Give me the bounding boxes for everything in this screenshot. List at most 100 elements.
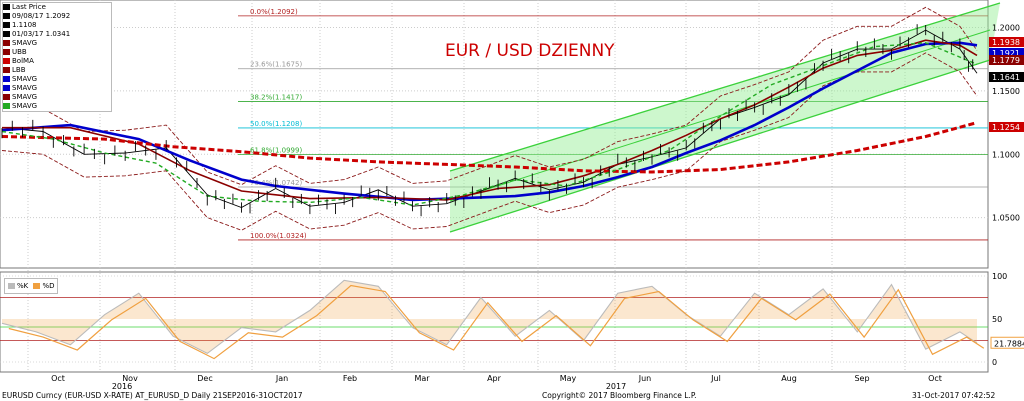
legend-label: LBB xyxy=(12,66,26,74)
y-tick-label: 1.1500 xyxy=(992,87,1020,96)
legend-label: SMAVG xyxy=(12,93,38,101)
legend-label: SMAVG xyxy=(12,75,38,83)
y-tick-label: 1.1000 xyxy=(992,150,1020,159)
x-year-label: 2017 xyxy=(606,382,626,391)
series-line-smavg-200 xyxy=(1,121,978,174)
x-month-label: Sep xyxy=(854,374,869,383)
legend-label: 1.1108 xyxy=(12,21,37,29)
osc-tick-label: 100 xyxy=(992,272,1007,281)
right-label-box xyxy=(989,55,1024,65)
fib-label: 100.0%(1.0324) xyxy=(250,232,307,240)
fib-label: 38.2%(1.1417) xyxy=(250,93,302,101)
series-line-smavg-50 xyxy=(2,39,978,201)
channel-lower-line xyxy=(449,59,991,233)
oscillator-legend: %K %D xyxy=(4,278,58,294)
channel-upper-line xyxy=(449,2,1001,172)
osc-d-label: %D xyxy=(42,282,55,290)
legend-swatch-icon xyxy=(3,13,10,19)
osc-value-box xyxy=(990,336,1024,349)
legend-swatch-icon xyxy=(3,31,10,37)
legend-swatch-icon xyxy=(3,22,10,28)
osc-tick-label: 0 xyxy=(992,358,997,367)
fib-label: 0.0%(1.2092) xyxy=(250,8,298,16)
legend-item: 1.1108 xyxy=(3,21,65,30)
right-label-text: 1.1938 xyxy=(992,38,1020,47)
legend-label: UBB xyxy=(12,48,27,56)
legend-left: Last Price 09/08/17 1.2092 1.1108 01/03/17 … xyxy=(3,3,70,66)
legend-label: BolMA xyxy=(12,57,34,65)
legend-item: Last Price xyxy=(3,3,65,12)
legend-item: SMAVG xyxy=(3,75,47,84)
right-label-text: 1.1641 xyxy=(992,73,1020,82)
legend-item: SMAVG xyxy=(3,93,47,102)
legend-swatch-icon xyxy=(3,85,10,91)
price-panel-frame xyxy=(0,0,989,269)
legend-label: SMAVG xyxy=(12,102,38,110)
legend-swatch-icon xyxy=(3,76,10,82)
x-month-label: Oct xyxy=(51,374,65,383)
x-month-label: Jul xyxy=(710,374,721,383)
right-label-box xyxy=(989,122,1024,132)
fib-label: 76.4%(1.0742) xyxy=(250,179,302,187)
oscillator-panel xyxy=(0,275,988,363)
x-month-label: Jan xyxy=(275,374,288,383)
osc-k-line xyxy=(1,279,978,355)
channel-mid-line xyxy=(449,29,991,202)
legend-right: LBB SMAVG SMAVG SMAVG SMAVG xyxy=(3,66,47,111)
legend-label: 01/03/17 1.0341 xyxy=(12,30,71,38)
legend-item: SMAVG xyxy=(3,39,65,48)
chart-legend: Last Price 09/08/17 1.2092 1.1108 01/03/17 … xyxy=(2,2,112,112)
legend-item: 09/08/17 1.2092 xyxy=(3,12,70,21)
k-swatch-icon xyxy=(8,283,15,289)
x-month-label: Oct xyxy=(928,374,942,383)
legend-swatch-icon xyxy=(3,103,10,109)
legend-swatch-icon xyxy=(3,94,10,100)
legend-item: SMAVG xyxy=(3,102,47,111)
legend-item: LBB xyxy=(3,66,47,75)
chart-title: EUR / USD DZIENNY xyxy=(445,41,615,61)
legend-swatch-icon xyxy=(3,40,10,46)
y-tick-label: 1.0500 xyxy=(992,214,1020,223)
footer-copyright: Copyright© 2017 Bloomberg Finance L.P. xyxy=(542,391,697,400)
legend-item: UBB xyxy=(3,48,65,57)
osc-value-label: 21.7884 xyxy=(994,339,1024,348)
right-label-text: 1.1254 xyxy=(992,123,1020,132)
footer-timestamp: 31-Oct-2017 07:42:52 xyxy=(912,391,996,400)
osc-fill xyxy=(2,280,977,354)
y-tick-label: 1.2000 xyxy=(992,24,1020,33)
x-month-label: Feb xyxy=(343,374,357,383)
legend-item: 01/03/17 1.0341 xyxy=(3,30,70,39)
legend-label: 09/08/17 1.2092 xyxy=(12,12,71,20)
upper-band-line xyxy=(1,6,978,186)
x-month-label: Jun xyxy=(638,374,652,383)
fib-label: 50.0%(1.1208) xyxy=(250,120,302,128)
x-year-label: 2016 xyxy=(112,382,132,391)
x-month-label: Apr xyxy=(487,374,502,383)
fib-label: 23.6%(1.1675) xyxy=(250,61,302,69)
legend-label: Last Price xyxy=(12,3,46,11)
legend-swatch-icon xyxy=(3,67,10,73)
legend-swatch-icon xyxy=(3,49,10,55)
x-month-label: May xyxy=(560,374,577,383)
x-month-label: Aug xyxy=(781,374,797,383)
x-month-label: Nov xyxy=(122,374,138,383)
series-lines xyxy=(1,24,978,217)
footer: EURUSD Curncy (EUR-USD X-RATE) AT_EURUSD… xyxy=(0,389,1024,401)
fib-label: 61.8%(1.0999) xyxy=(250,146,302,154)
x-month-label: Dec xyxy=(197,374,212,383)
osc-tick-label: 50 xyxy=(992,315,1002,324)
d-swatch-icon xyxy=(33,283,41,289)
legend-swatch-icon xyxy=(3,4,10,10)
legend-label: SMAVG xyxy=(12,39,38,47)
right-label-text: 1.1921 xyxy=(992,49,1020,58)
legend-label: SMAVG xyxy=(12,84,38,92)
right-label-text: 1.1779 xyxy=(992,56,1020,65)
oscillator-panel-frame xyxy=(0,271,989,373)
osc-d-line xyxy=(8,284,985,360)
legend-item: BolMA xyxy=(3,57,65,66)
legend-swatch-icon xyxy=(3,58,10,64)
legend-item: SMAVG xyxy=(3,84,47,93)
right-label-box xyxy=(989,37,1024,47)
